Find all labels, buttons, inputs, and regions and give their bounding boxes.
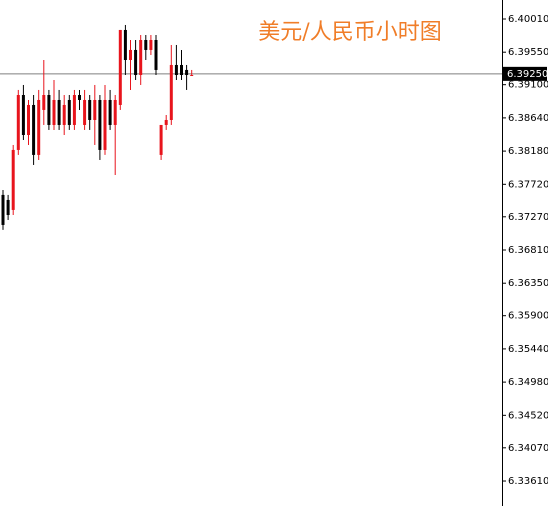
candle-body [62,104,66,125]
candle-body [118,29,122,105]
candle-body [113,99,117,125]
y-tick-label: 6.34520 [508,410,548,421]
candle-body [174,64,178,76]
candle-body [88,99,92,120]
candle-body [159,124,163,155]
candle-body [98,99,102,150]
candle-body [144,39,148,50]
candle-body [72,95,76,125]
y-tick-label: 6.39550 [508,47,548,58]
candle-body [129,49,132,60]
candle-body [52,99,56,125]
candle-body [32,104,36,155]
candle-body [93,99,97,120]
candle-body [42,95,46,110]
y-tick-label: 6.36810 [508,245,548,256]
candle-body [57,99,61,125]
y-tick-label: 6.38640 [508,113,548,124]
candle-body [185,69,189,76]
candle-body [47,95,51,125]
candle-body [180,64,183,76]
candle-body [37,99,41,155]
y-tick-label: 6.34980 [508,377,548,388]
candle-body [149,39,153,50]
candle-body [134,49,138,76]
candle-body [21,95,25,136]
candle-body [108,99,112,125]
candle-body [67,99,71,125]
candle-body [123,29,127,60]
candle-body [83,99,87,125]
chart-title: 美元/人民币小时图 [258,20,441,45]
candle-body [27,104,30,136]
y-tick-label: 6.37270 [508,212,548,223]
candle-body [154,39,158,70]
y-tick-label: 6.40010 [508,14,548,25]
current-price-label: 6.39250 [507,69,548,80]
y-tick-label: 6.37720 [508,179,548,190]
candle-body [6,199,10,215]
candle-body [11,149,15,210]
candle-body [164,119,168,125]
y-tick-label: 6.35440 [508,344,548,355]
candle-body [78,95,81,100]
candle-body [169,64,173,120]
candle-body [16,95,20,150]
y-tick-label: 6.38180 [508,146,548,157]
y-tick-label: 6.39100 [508,80,548,91]
candle-body [1,194,5,225]
y-tick-label: 6.33610 [508,476,548,487]
candle-body [190,75,194,77]
current-price-box [503,66,547,81]
candle-body [103,99,107,150]
y-tick-label: 6.36350 [508,278,548,289]
y-tick-label: 6.35900 [508,311,548,322]
y-tick-label: 6.34070 [508,443,548,454]
candle-body [139,39,143,76]
